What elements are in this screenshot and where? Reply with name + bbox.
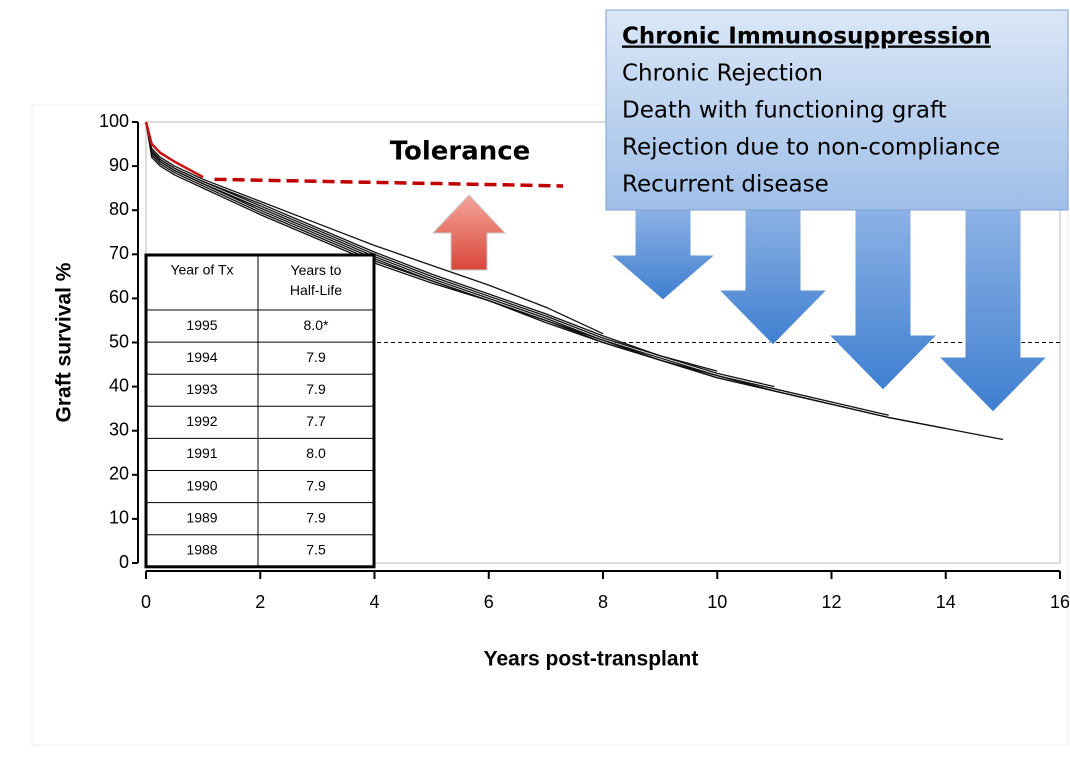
down-arrow — [609, 204, 717, 301]
down-arrow — [717, 204, 829, 346]
down-arrows — [609, 204, 1049, 413]
table-cell: 1994 — [186, 349, 217, 365]
y-tick-label: 10 — [109, 508, 129, 528]
survival-curve — [145, 121, 832, 405]
table-cell: 1990 — [186, 477, 217, 493]
table-cell: 7.9 — [306, 477, 326, 493]
table-cell: 8.0 — [306, 445, 326, 461]
x-tick-label: 14 — [936, 592, 956, 612]
y-tick-label: 50 — [109, 331, 129, 351]
callout-item: Rejection due to non-compliance — [622, 135, 1000, 161]
x-tick-label: 12 — [821, 592, 841, 612]
table-cell: 1988 — [186, 541, 217, 557]
x-tick-label: 10 — [707, 592, 727, 612]
survival-curve — [145, 121, 718, 372]
x-tick-label: 2 — [255, 592, 265, 612]
table-cell: 8.0* — [304, 317, 329, 333]
table-cell: 7.5 — [306, 541, 326, 557]
tolerance-label: Tolerance — [390, 137, 531, 167]
table-header: Year of Tx — [170, 262, 233, 278]
survival-curve — [145, 121, 604, 335]
y-tick-label: 80 — [109, 199, 129, 219]
callout-item: Death with functioning graft — [622, 98, 947, 124]
x-tick-label: 6 — [484, 592, 494, 612]
x-axis-label: Years post-transplant — [484, 648, 699, 671]
y-tick-label: 30 — [109, 419, 129, 439]
y-axis-label: Graft survival % — [53, 262, 76, 422]
y-tick-label: 100 — [99, 111, 129, 131]
up-arrow — [431, 194, 507, 271]
y-tick-label: 90 — [109, 155, 129, 175]
y-tick-label: 20 — [109, 464, 129, 484]
callout-title: Chronic Immunosuppression — [622, 24, 991, 50]
table-cell: 7.9 — [306, 509, 326, 525]
table-background — [144, 253, 376, 569]
plot: 0 10 20 30 40 50 60 70 80 90 100 0 2 4 6 8 10 12 14 16 Years… — [53, 111, 1070, 671]
y-tick-label: 40 — [109, 375, 129, 395]
y-tick-label: 60 — [109, 287, 129, 307]
down-arrow — [827, 204, 939, 391]
callout-item: Chronic Rejection — [622, 61, 823, 87]
table-cell: 7.7 — [306, 413, 326, 429]
table-header: Years to Half-Life — [290, 262, 342, 298]
y-tick-label: 70 — [109, 243, 129, 263]
table-cell: 1991 — [186, 445, 217, 461]
tolerance-line — [214, 177, 564, 188]
half-life-table: Year of Tx Years to Half-Life 1995 8.0* 1994 7… — [144, 253, 376, 569]
y-tick-label: 0 — [119, 552, 129, 572]
callout-box — [605, 9, 1069, 211]
x-tick-label: 0 — [141, 592, 151, 612]
callout-item: Recurrent disease — [622, 172, 829, 198]
x-tick-label: 16 — [1050, 592, 1070, 612]
down-arrow — [937, 204, 1049, 413]
table-cell: 7.9 — [306, 349, 326, 365]
table-cell: 1993 — [186, 381, 217, 397]
table-cell: 1992 — [186, 413, 217, 429]
x-tick-label: 4 — [369, 592, 379, 612]
x-tick-label: 8 — [598, 592, 608, 612]
survival-curve — [144, 121, 204, 179]
table-cell: 1989 — [186, 509, 217, 525]
table-cell: 1995 — [186, 317, 217, 333]
table-cell: 7.9 — [306, 381, 326, 397]
